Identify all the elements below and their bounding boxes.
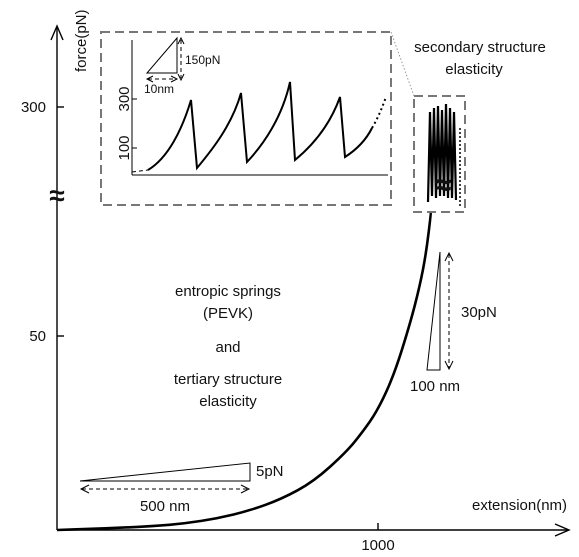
- annotation-entropic-line2: (PEVK): [203, 305, 253, 322]
- sawtooth-detail-break-bg: ≈: [435, 169, 451, 202]
- inset-distance-arrow-right: [170, 75, 179, 83]
- annotation-secondary-line1: secondary structure: [414, 39, 546, 56]
- inset-distance-scale-label: 10nm: [144, 82, 174, 96]
- sawtooth-detail-break: ≈: [436, 172, 449, 199]
- sawtooth-detail-trace: [426, 103, 458, 203]
- annotation-entropic-line3: and: [215, 339, 240, 356]
- inset-sawtooth-start-dotted: [131, 169, 149, 173]
- low-force-scale-triangle: [79, 462, 251, 482]
- y-axis-label: force(pN): [73, 9, 90, 72]
- inset-scale-triangle: [145, 36, 178, 74]
- annotation-secondary-line2: elasticity: [445, 61, 503, 78]
- inset-y-tick-label-100: 100: [116, 135, 133, 160]
- mid-force-scale-triangle: [426, 251, 441, 371]
- x-axis-label: extension(nm): [472, 497, 567, 514]
- low-dist-arrow-left: [79, 484, 90, 494]
- low-dist-arrow-right: [240, 484, 251, 494]
- inset-sawtooth-trace: [147, 81, 373, 171]
- inset-force-arrow-top: [177, 36, 185, 45]
- inset-y-tick-label-300: 300: [116, 86, 133, 111]
- y-axis-break: ≈: [49, 180, 64, 211]
- connector-line: [390, 31, 415, 97]
- annotation-entropic-line5: elasticity: [199, 393, 257, 410]
- inset-force-arrow-bottom: [177, 73, 185, 82]
- mid-force-arrow-bottom: [444, 360, 454, 371]
- mid-dist-scale-label: 100 nm: [410, 378, 460, 395]
- y-tick-label-300: 300: [21, 99, 46, 116]
- annotation-entropic-line4: tertiary structure: [174, 371, 282, 388]
- inset-sawtooth-end-dotted: [371, 96, 387, 129]
- mid-force-scale-label: 30pN: [461, 304, 497, 321]
- x-axis-arrow: [554, 523, 571, 537]
- y-tick-label-50: 50: [29, 328, 46, 345]
- annotation-entropic-line1: entropic springs: [175, 283, 281, 300]
- mid-force-arrow-top: [444, 251, 454, 262]
- inset-force-scale-label: 150pN: [185, 53, 220, 67]
- x-tick-label-1000: 1000: [361, 537, 394, 554]
- series-line-main: [56, 210, 433, 532]
- low-force-scale-label: 5pN: [256, 463, 284, 480]
- y-axis-arrow: [50, 24, 64, 41]
- inset-distance-arrow-left: [145, 75, 154, 83]
- low-dist-scale-label: 500 nm: [140, 498, 190, 515]
- inset-box: [100, 31, 392, 206]
